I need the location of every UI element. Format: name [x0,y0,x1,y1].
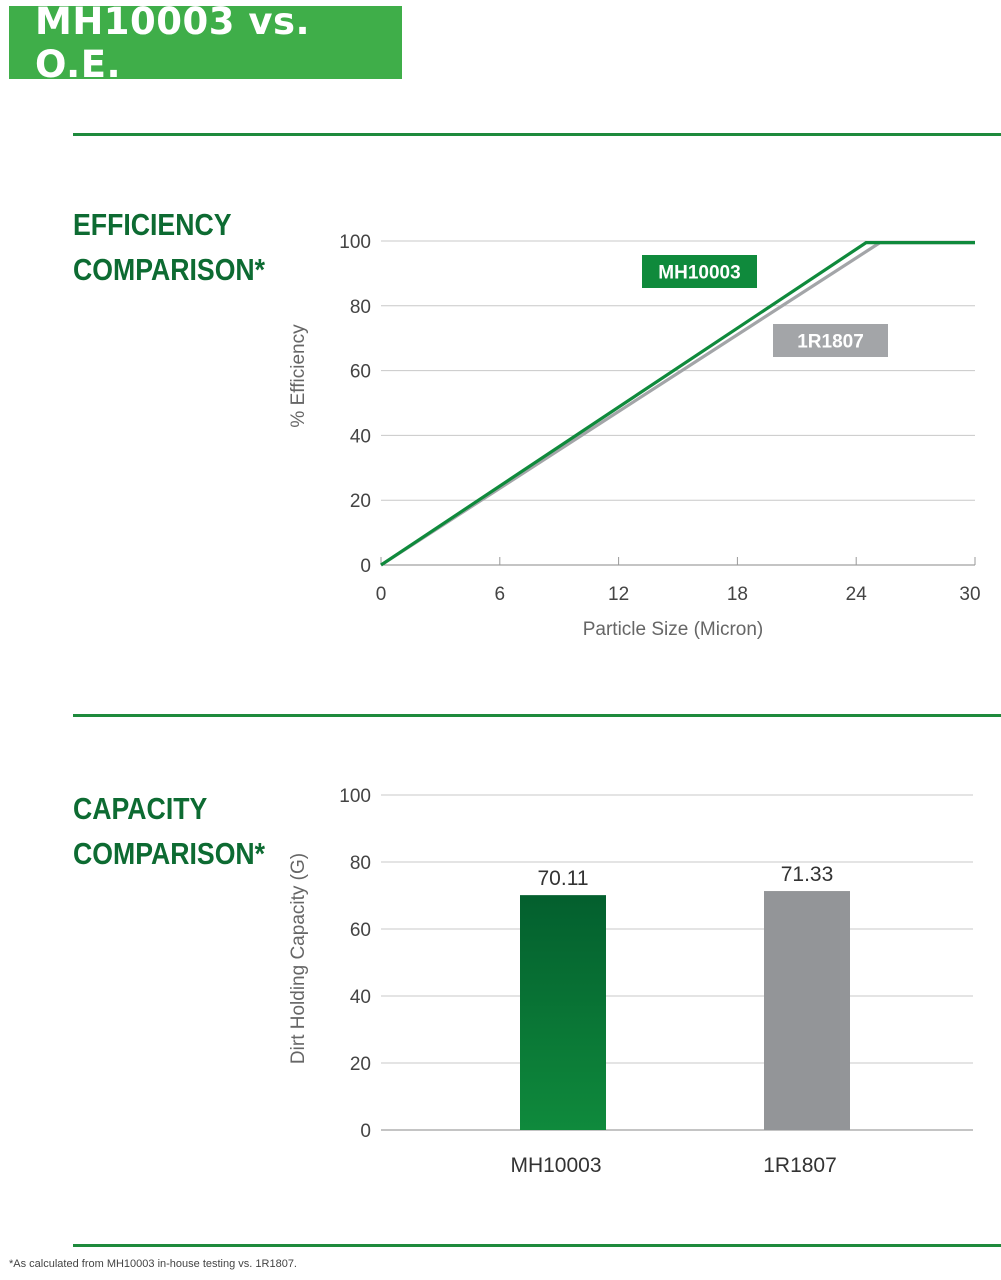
y-tick-label: 80 [350,297,371,318]
x-tick-label: 18 [727,584,748,605]
legend-mh10003-label: MH10003 [658,263,740,284]
y-tick-label: 20 [350,491,371,512]
x-tick-label: 30 [959,584,980,605]
y-tick-label: 60 [350,920,371,941]
y-tick-label: 0 [360,556,371,577]
legend-mh10003-box [642,255,757,288]
data-label-mh10003: 70.11 [538,867,589,890]
capacity-bar-chart: 0 20 40 60 80 100 Dirt Holding Capacity (G) 70.… [288,786,973,1177]
efficiency-title-line2: COMPARISON* [73,252,266,287]
y-axis-title: % Efficiency [288,324,309,428]
section-divider-bottom [73,1244,1001,1247]
data-label-1r1807: 71.33 [781,863,834,886]
bar-1r1807 [764,891,850,1130]
efficiency-line-chart: 0 20 40 60 80 100 0 6 12 18 24 30 Particle Size (Mic… [288,232,981,640]
footnote: *As calculated from MH10003 in-house tes… [9,1258,297,1270]
x-tick-label: 6 [495,584,506,605]
section-divider-top [73,133,1001,136]
category-label-1r1807: 1R1807 [763,1154,837,1177]
efficiency-title-line1: EFFICIENCY [73,207,232,242]
y-tick-label: 100 [339,786,371,807]
section-divider-middle [73,714,1001,717]
page-title: MH10003 vs. O.E. [9,0,402,86]
y-axis-title: Dirt Holding Capacity (G) [288,853,309,1064]
legend-1r1807-label: 1R1807 [797,332,864,353]
capacity-title-line2: COMPARISON* [73,836,266,871]
series-line-1r1807 [380,241,975,567]
legend-1r1807-box [773,324,888,357]
y-tick-label: 80 [350,853,371,874]
series-line-mh10003 [380,241,975,567]
bar-mh10003 [520,895,606,1130]
x-tick-label: 0 [376,584,387,605]
y-tick-label: 40 [350,987,371,1008]
category-label-mh10003: MH10003 [510,1154,601,1177]
y-tick-label: 0 [360,1121,371,1142]
y-tick-label: 60 [350,362,371,383]
y-tick-label: 40 [350,426,371,447]
x-tick-label: 24 [846,584,868,605]
x-axis-title: Particle Size (Micron) [583,619,764,640]
x-tick-label: 12 [608,584,629,605]
capacity-section-title: CAPACITY COMPARISON* [73,786,265,876]
y-tick-label: 100 [339,232,371,253]
efficiency-section-title: EFFICIENCY COMPARISON* [73,202,265,292]
y-tick-label: 20 [350,1054,371,1075]
capacity-title-line1: CAPACITY [73,791,208,826]
